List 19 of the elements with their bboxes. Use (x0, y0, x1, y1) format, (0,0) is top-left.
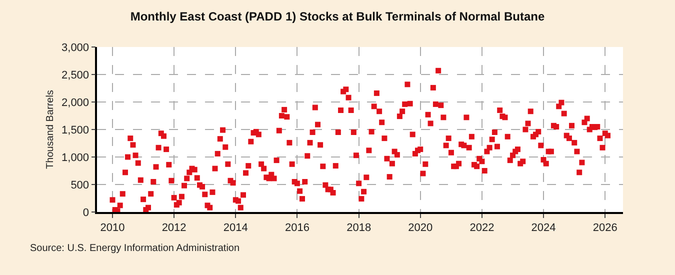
x-tick-label: 2026 (592, 222, 618, 234)
y-tick-label: 1,000 (62, 152, 90, 164)
y-tick-label: 3,000 (62, 42, 90, 54)
chart-title: Monthly East Coast (PADD 1) Stocks at Bulk Terminals of Normal Butane (130, 10, 545, 24)
x-tick-label: 2024 (531, 222, 556, 234)
y-tick-label: 1,500 (62, 124, 90, 136)
x-tick-label: 2018 (346, 222, 372, 234)
y-tick-label: 2,500 (62, 69, 90, 82)
x-tick-label: 2014 (223, 222, 248, 234)
y-tick-label: 0 (82, 206, 90, 219)
y-tick-label: 2,000 (62, 96, 90, 109)
x-tick-label: 2016 (284, 222, 310, 234)
x-tick-label: 2012 (162, 222, 186, 234)
y-tick-label: 500 (70, 179, 90, 192)
x-tick-label: 2020 (408, 222, 433, 234)
x-tick-label: 2010 (100, 222, 125, 234)
source-note: Source: U.S. Energy Information Administration (30, 243, 240, 254)
x-tick-label: 2022 (470, 222, 494, 234)
y-axis-title: Thousand Barrels (45, 90, 56, 169)
